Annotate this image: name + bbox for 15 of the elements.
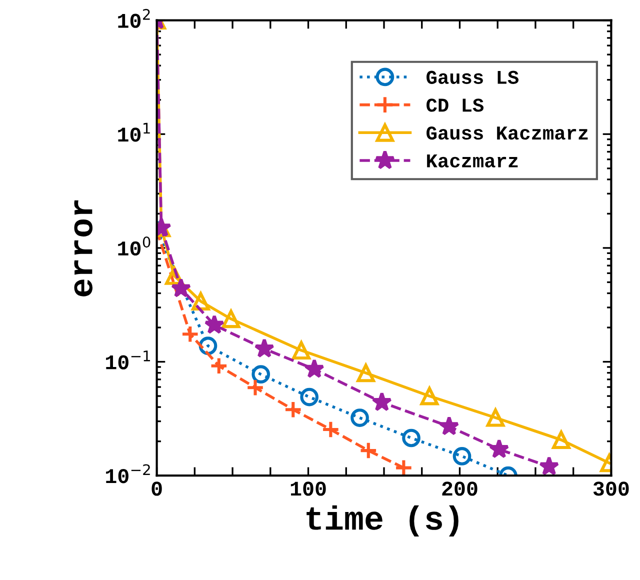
x-axis-title: time (s) [306, 505, 458, 537]
x-tick-label: 200 [442, 482, 478, 496]
legend-label: Kaczmarz [427, 154, 518, 168]
x-tick-label: 0 [152, 482, 162, 496]
x-tick-label: 300 [593, 482, 629, 496]
legend-label: Gauss Kaczmarz [426, 126, 588, 140]
legend-label: Gauss LS [426, 70, 519, 84]
y-tick-label: 10$^{2}$ [118, 8, 150, 28]
legend-label: CD LS [426, 98, 484, 112]
x-tick-label: 100 [290, 482, 326, 496]
y-tick-label: 10$^{−1}$ [106, 350, 150, 370]
y-tick-label: 10$^{−2}$ [106, 464, 150, 484]
y-axis-title: error [74, 200, 93, 296]
y-tick-label: 10$^{1}$ [118, 122, 150, 142]
y-tick-label: 10$^{0}$ [118, 236, 150, 256]
